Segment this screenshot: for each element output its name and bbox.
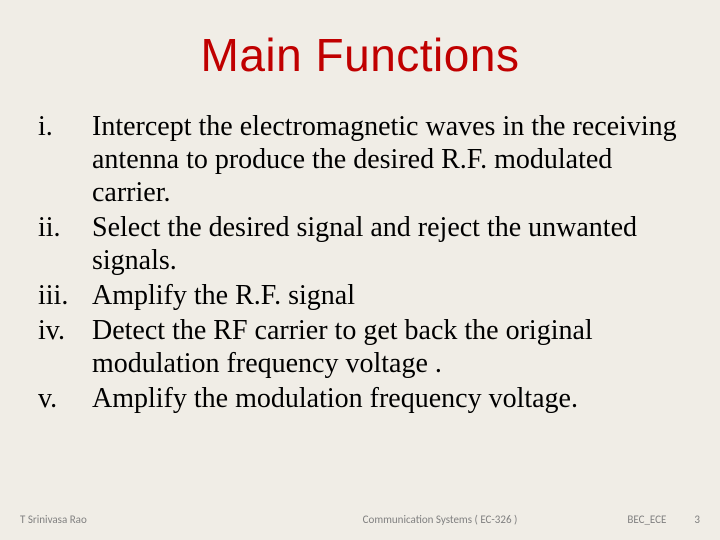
footer-dept: BEC_ECE <box>627 513 666 526</box>
slide-footer: T Srinivasa Rao Communication Systems ( … <box>0 513 720 526</box>
item-text: Detect the RF carrier to get back the or… <box>92 314 690 380</box>
slide-title: Main Functions <box>30 28 690 82</box>
item-marker: i. <box>38 110 92 209</box>
item-marker: v. <box>38 382 92 415</box>
page-number: 3 <box>694 513 700 526</box>
item-text: Amplify the R.F. signal <box>92 279 690 312</box>
item-marker: iv. <box>38 314 92 380</box>
list-item: iii. Amplify the R.F. signal <box>38 279 690 312</box>
footer-right: BEC_ECE 3 <box>580 513 700 526</box>
item-marker: ii. <box>38 211 92 277</box>
slide: Main Functions i. Intercept the electrom… <box>0 0 720 540</box>
list-item: i. Intercept the electromagnetic waves i… <box>38 110 690 209</box>
item-text: Intercept the electromagnetic waves in t… <box>92 110 690 209</box>
function-list: i. Intercept the electromagnetic waves i… <box>30 110 690 415</box>
item-text: Amplify the modulation frequency voltage… <box>92 382 690 415</box>
list-item: iv. Detect the RF carrier to get back th… <box>38 314 690 380</box>
list-item: ii. Select the desired signal and reject… <box>38 211 690 277</box>
item-text: Select the desired signal and reject the… <box>92 211 690 277</box>
list-item: v. Amplify the modulation frequency volt… <box>38 382 690 415</box>
item-marker: iii. <box>38 279 92 312</box>
footer-course: Communication Systems ( EC-326 ) <box>300 513 580 526</box>
footer-author: T Srinivasa Rao <box>20 513 300 526</box>
